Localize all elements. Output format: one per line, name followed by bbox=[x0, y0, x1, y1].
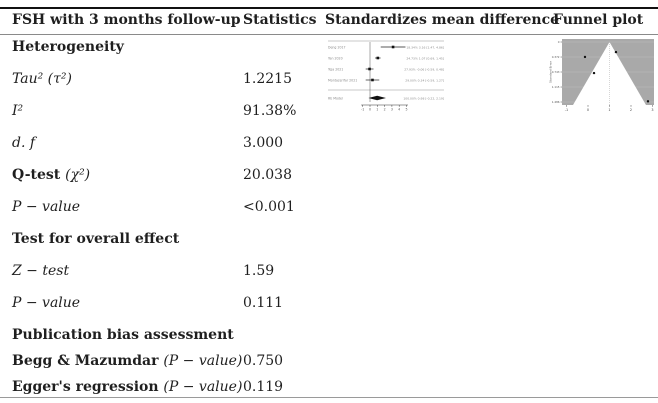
column-header-smd: Standardizes mean difference bbox=[325, 12, 560, 28]
row-value: 3.000 bbox=[243, 135, 284, 151]
forest-estimate-text: 29.00% 0.34 [-0.59, 1.27] bbox=[405, 78, 444, 82]
column-header-study: FSH with 3 months follow-up bbox=[12, 12, 241, 28]
forest-axis-tick-label: 0 bbox=[369, 108, 371, 112]
table-row: P − value <0.001 bbox=[12, 199, 295, 215]
table-row: d. f 3.000 bbox=[12, 135, 284, 151]
table-row: I² 91.38% bbox=[12, 103, 297, 119]
table-row: Tau² (τ²) 1.2215 bbox=[12, 71, 292, 87]
row-label: Publication bias assessment bbox=[12, 327, 234, 343]
row-value: 0.111 bbox=[243, 295, 284, 311]
funnel-y-tick-label: 1.486 bbox=[552, 100, 560, 104]
row-label: Test for overall effect bbox=[12, 231, 180, 247]
forest-estimate-text: 27.93% -0.06 [-0.59, 0.48] bbox=[404, 67, 444, 71]
row-value: <0.001 bbox=[243, 199, 295, 215]
table-row: P − value 0.111 bbox=[12, 295, 284, 311]
forest-point-marker bbox=[391, 45, 395, 49]
row-value: 1.59 bbox=[243, 263, 275, 279]
table-bottom-rule bbox=[0, 397, 658, 398]
row-label: Q-test bbox=[12, 167, 66, 183]
funnel-y-axis-title: Standard Error bbox=[549, 60, 553, 83]
forest-axis-tick-label: -1 bbox=[361, 108, 364, 112]
forest-point-marker bbox=[368, 67, 371, 71]
forest-study-label: Yan 2020 bbox=[328, 56, 343, 60]
funnel-y-tick-label: 0.372 bbox=[552, 55, 560, 59]
forest-axis-tick-label: 1 bbox=[376, 108, 378, 112]
forest-point-marker bbox=[371, 78, 374, 82]
table-top-rule bbox=[0, 7, 658, 9]
row-label: Egger's regression bbox=[12, 379, 164, 395]
forest-axis-tick-label: 2 bbox=[384, 108, 386, 112]
forest-plot-svg: Deng 2017 18.34% 3.16 [1.47, 4.86] Yan 202… bbox=[328, 40, 444, 112]
column-header-statistics: Statistics bbox=[243, 12, 317, 28]
forest-estimate-text: 24.73% 1.07 [0.69, 1.45] bbox=[406, 56, 444, 60]
funnel-data-point bbox=[583, 55, 587, 59]
row-value: 0.119 bbox=[243, 379, 284, 395]
table-row: Test for overall effect bbox=[0, 229, 658, 249]
funnel-y-tick-label: 0.743 bbox=[552, 70, 560, 74]
table-row: Begg & Mazumdar (P − value) 0.750 bbox=[12, 353, 284, 369]
funnel-x-tick-label: 0 bbox=[587, 108, 589, 112]
forest-point-marker bbox=[376, 56, 380, 60]
funnel-data-point bbox=[646, 100, 650, 103]
forest-axis-tick-label: 3 bbox=[391, 108, 393, 112]
table-row: Heterogeneity bbox=[0, 37, 658, 57]
forest-summary-text: 100.00% 0.98 [-0.22, 2.19] bbox=[403, 96, 444, 100]
row-label: Begg & Mazumdar bbox=[12, 353, 164, 369]
forest-study-label: Teja 2021 bbox=[328, 67, 343, 71]
table-row: Q-test (χ²) 20.038 bbox=[12, 167, 292, 183]
forest-estimate-text: 18.34% 3.16 [1.47, 4.86] bbox=[406, 45, 444, 49]
funnel-plot-svg: 0 0.372 0.743 1.115 1.486 -1 0 1 2 3 Standard Erro… bbox=[549, 39, 654, 112]
forest-summary-diamond bbox=[368, 95, 386, 101]
forest-study-label: Montazerifar 2021 bbox=[328, 78, 357, 82]
forest-axis-tick-label: 4 bbox=[398, 108, 400, 112]
header-underline-rule bbox=[0, 34, 658, 35]
column-header-funnel: Funnel plot bbox=[553, 12, 644, 28]
funnel-data-point bbox=[592, 71, 596, 75]
table-row: Publication bias assessment bbox=[0, 325, 658, 345]
funnel-x-tick-label: -1 bbox=[565, 108, 568, 112]
funnel-data-point bbox=[614, 50, 618, 54]
funnel-y-tick-label: 0 bbox=[558, 40, 560, 44]
table-row: Z − test 1.59 bbox=[12, 263, 275, 279]
row-value: 20.038 bbox=[243, 167, 292, 183]
row-value: 1.2215 bbox=[243, 71, 292, 87]
forest-study-label: Deng 2017 bbox=[328, 45, 346, 49]
funnel-x-tick-label: 3 bbox=[651, 108, 653, 112]
funnel-plot-thumbnail: 0 0.372 0.743 1.115 1.486 -1 0 1 2 3 Standard Erro… bbox=[548, 36, 658, 116]
forest-plot-thumbnail: Deng 2017 18.34% 3.16 [1.47, 4.86] Yan 202… bbox=[328, 38, 445, 114]
row-value: 91.38% bbox=[243, 103, 297, 119]
table-row: Egger's regression (P − value) 0.119 bbox=[12, 379, 284, 395]
funnel-y-tick-label: 1.115 bbox=[552, 85, 560, 89]
forest-summary-label: RE Model bbox=[328, 96, 343, 100]
funnel-x-tick-label: 1 bbox=[608, 108, 610, 112]
funnel-triangle bbox=[573, 42, 646, 105]
row-label: Heterogeneity bbox=[12, 39, 124, 55]
funnel-x-tick-label: 2 bbox=[630, 108, 632, 112]
row-value: 0.750 bbox=[243, 353, 284, 369]
forest-axis-tick-label: 5 bbox=[405, 108, 407, 112]
